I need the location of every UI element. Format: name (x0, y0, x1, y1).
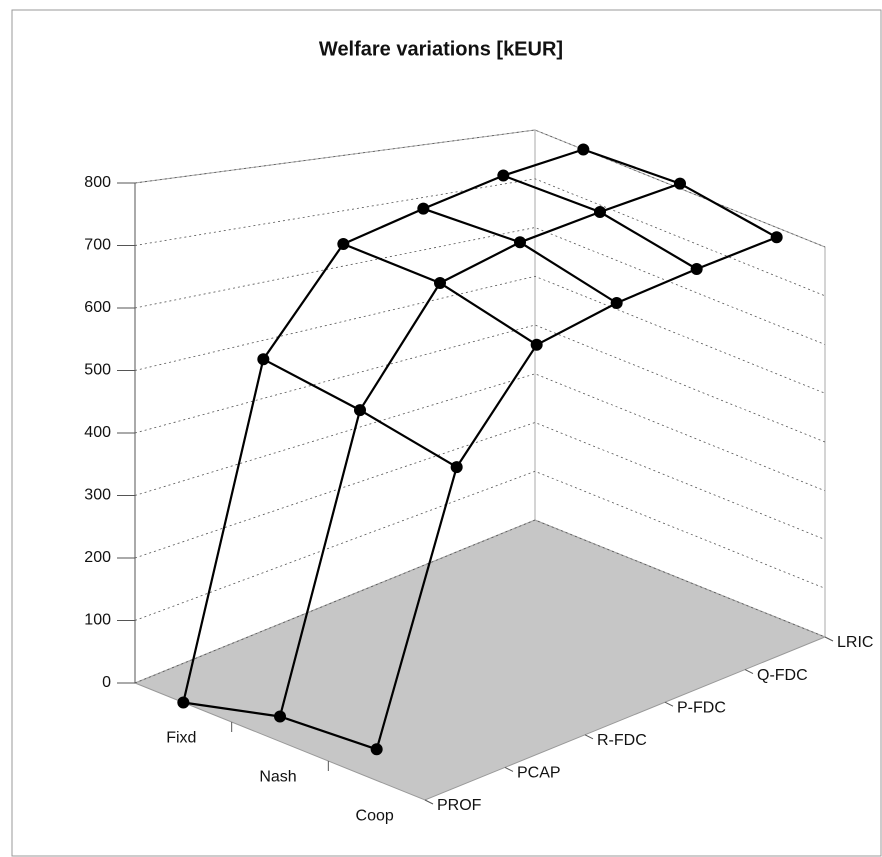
y-tick-label: 500 (84, 362, 111, 379)
point (530, 338, 543, 351)
grid-line (134, 129, 826, 248)
point (577, 143, 590, 156)
point (274, 710, 286, 723)
y-tick-label: 0 (102, 674, 111, 691)
series-line (375, 236, 778, 750)
x-tick-label: PCAP (517, 765, 561, 782)
y-tick-label: 400 (84, 424, 111, 441)
y-tick-label: 200 (84, 549, 111, 566)
x-tick (824, 636, 834, 642)
point (770, 231, 783, 244)
x-tick (664, 701, 674, 707)
x-tick-label: PROF (437, 797, 482, 814)
point (450, 461, 463, 474)
grid-line (134, 470, 826, 621)
depth-tick-label: Coop (356, 808, 394, 825)
series-line (278, 182, 681, 717)
y-tick-label: 300 (84, 487, 111, 504)
point (417, 202, 430, 215)
x-tick (744, 669, 754, 675)
grid-line (134, 275, 826, 394)
point (514, 236, 526, 249)
point (497, 169, 510, 182)
y-tick-label: 100 (84, 612, 111, 629)
grid-line (134, 178, 826, 297)
series-line (182, 148, 584, 703)
x-tick-label: P-FDC (677, 699, 726, 716)
y-tick-label: 600 (84, 299, 111, 316)
x-tick (424, 799, 434, 805)
x-tick-label: LRIC (837, 634, 873, 651)
point (594, 205, 606, 218)
grid-line (134, 373, 826, 496)
point (610, 296, 623, 309)
grid-line (134, 519, 826, 684)
point (337, 238, 350, 250)
chart-title: Welfare variations [kEUR] (319, 38, 563, 60)
grid-line (134, 422, 826, 559)
point (370, 743, 383, 756)
x-tick (504, 766, 514, 772)
point (434, 277, 446, 289)
y-tick-label: 800 (84, 174, 111, 191)
depth-tick-label: Nash (259, 769, 296, 786)
point (690, 263, 703, 275)
grid-line (134, 227, 826, 345)
point (354, 404, 366, 417)
x-tick-label: R-FDC (597, 732, 647, 749)
x-tick (584, 734, 594, 740)
depth-tick-label: Fixd (166, 730, 196, 747)
point (674, 177, 686, 190)
x-tick-label: Q-FDC (757, 667, 808, 684)
point (257, 353, 270, 366)
point (177, 696, 190, 709)
y-tick-label: 700 (84, 237, 111, 254)
